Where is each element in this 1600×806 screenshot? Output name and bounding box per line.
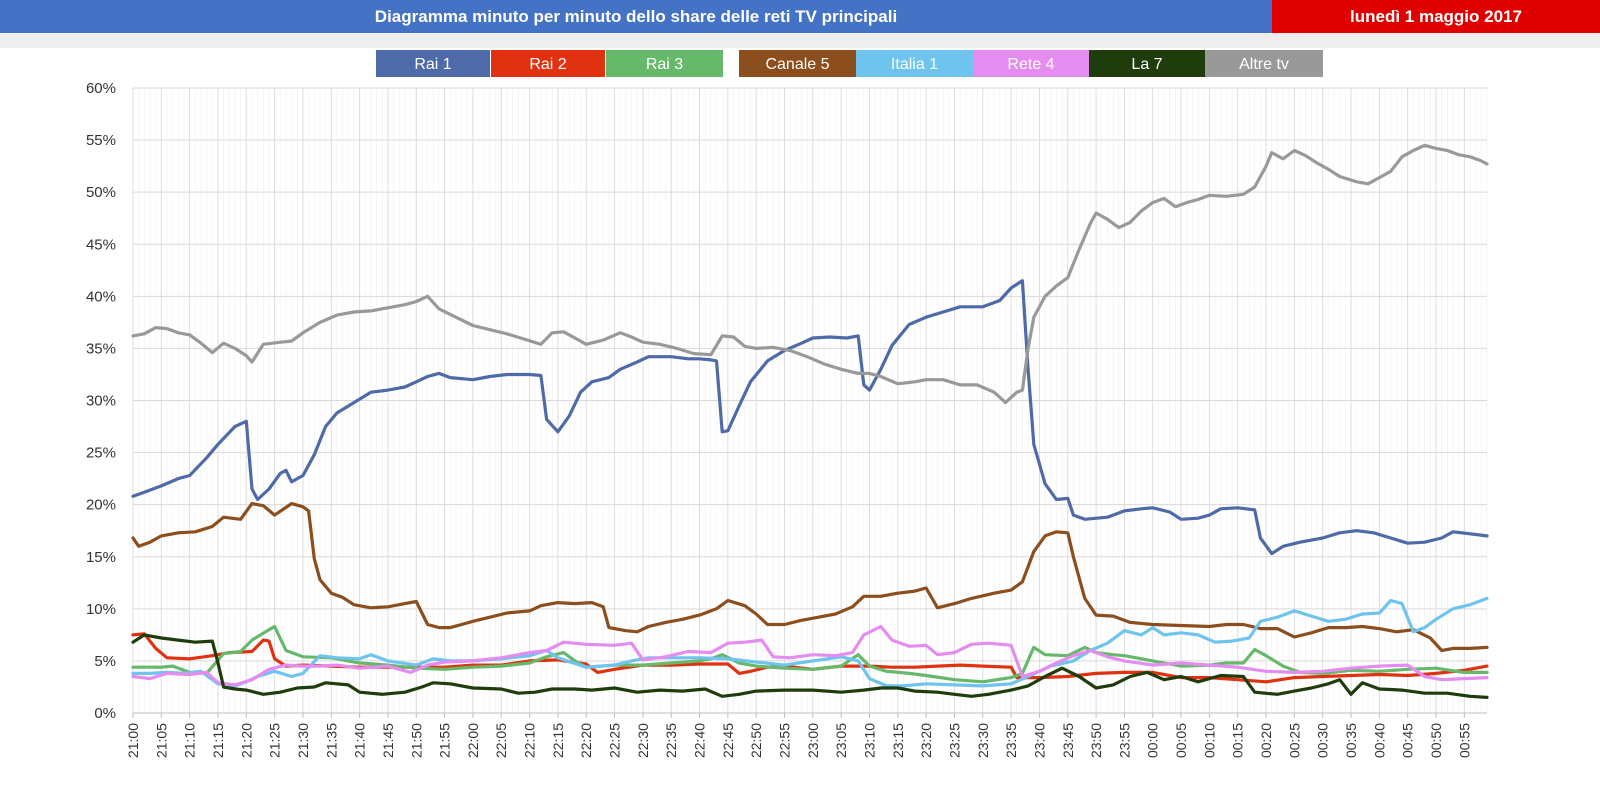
legend-swatch-rai-3 [606,50,723,77]
y-tick-label: 40% [86,288,116,305]
legend-label-rai-2: Rai 2 [529,56,566,73]
x-tick-label: 23:15 [890,723,906,758]
x-tick-label: 21:45 [380,723,396,758]
x-tick-label: 22:25 [607,723,623,758]
chart-title-text: Diagramma minuto per minuto dello share … [374,6,898,26]
x-tick-label: 22:00 [465,723,481,758]
x-tick-label: 22:40 [692,723,708,758]
legend-label-altre-tv: Altre tv [1239,56,1289,73]
y-tick-label: 20% [86,497,116,514]
x-tick-label: 21:35 [323,723,339,758]
x-tick-label: 21:10 [182,723,198,758]
x-tick-label: 22:05 [493,723,509,758]
x-tick-label: 23:35 [1003,723,1019,758]
x-tick-label: 21:50 [408,723,424,758]
y-tick-label: 35% [86,340,116,357]
x-tick-label: 22:20 [578,723,594,758]
x-tick-label: 00:20 [1258,723,1274,758]
x-tick-label: 22:30 [635,723,651,758]
y-tick-label: 10% [86,601,116,618]
x-tick-label: 21:55 [437,723,453,758]
series-line-altre-tv [131,143,1489,405]
series-line-rai-3 [131,624,1489,684]
x-tick-label: 21:30 [295,723,311,758]
y-tick-label: 45% [86,236,116,253]
legend-label-la-7: La 7 [1131,56,1162,73]
x-tick-label: 00:00 [1145,723,1161,758]
x-tick-label: 21:40 [352,723,368,758]
legend-swatch-altre-tv [1205,50,1323,77]
x-tick-label: 00:45 [1400,723,1416,758]
x-tick-label: 23:10 [861,723,877,758]
x-tick-label: 23:25 [946,723,962,758]
x-tick-label: 21:00 [125,723,141,758]
x-tick-label: 00:10 [1201,723,1217,758]
series-line-la-7 [131,633,1489,700]
legend-swatch-rete-4 [973,50,1089,77]
x-tick-label: 23:40 [1031,723,1047,758]
legend-swatch-rai-1 [376,50,490,77]
legend-label-canale-5: Canale 5 [765,56,829,73]
x-tick-label: 23:20 [918,723,934,758]
x-tick-label: 00:35 [1343,723,1359,758]
x-tick-label: 22:10 [522,723,538,758]
chart-area: 0% 5% 10% 15% 20% 25% 30% 35% 40% 45% 50% 55% 60% 21… [0,48,1600,801]
x-tick-label: 21:15 [210,723,226,758]
y-tick-label: 5% [94,653,116,670]
legend-swatch-italia-1 [856,50,973,77]
grid [132,87,1488,714]
x-tick-label: 23:00 [805,723,821,758]
x-tick-label: 22:45 [720,723,736,758]
y-tick-label: 60% [86,80,116,97]
x-tick-label: 23:45 [1060,723,1076,758]
x-tick-label: 22:50 [748,723,764,758]
x-tick-label: 23:50 [1088,723,1104,758]
x-tick-label: 00:40 [1371,723,1387,758]
x-tick-label: 23:05 [833,723,849,758]
x-tick-label: 21:25 [267,723,283,758]
legend-label-rai-3: Rai 3 [646,56,683,73]
line-chart: 0% 5% 10% 15% 20% 25% 30% 35% 40% 45% 50% 55% 60% 21… [86,50,1489,758]
x-tick-label: 00:50 [1428,723,1444,758]
legend-swatch-canale-5 [739,50,856,77]
legend: Rai 1 Rai 2 Rai 3 Canale 5 Italia 1 Rete 4 La … [376,50,1323,77]
x-tick-label: 00:30 [1315,723,1331,758]
legend-label-rai-1: Rai 1 [414,56,451,73]
legend-swatch-la-7 [1089,50,1205,77]
date-text: lunedì 1 maggio 2017 [1350,6,1522,26]
x-tick-label: 23:30 [975,723,991,758]
y-tick-label: 15% [86,549,116,566]
legend-label-italia-1: Italia 1 [891,56,938,73]
x-tick-label: 22:55 [777,723,793,758]
x-tick-label: 00:55 [1456,723,1472,758]
y-tick-label: 0% [94,705,116,722]
series-line-rete-4 [131,624,1489,687]
x-tick-label: 22:15 [550,723,566,758]
y-tick-label: 55% [86,132,116,149]
series-lines [131,143,1489,700]
y-tick-label: 25% [86,445,116,462]
series-line-canale-5 [131,502,1489,653]
x-tick-label: 21:05 [153,723,169,758]
x-tick-label: 22:35 [663,723,679,758]
series-line-italia-1 [131,596,1489,688]
series-line-rai-1 [131,279,1489,556]
x-tick-label: 00:05 [1173,723,1189,758]
x-axis: 21:00 21:05 21:10 21:15 21:20 21:25 21:30 21:35… [125,712,1487,758]
date-badge: lunedì 1 maggio 2017 [1272,0,1600,33]
x-tick-label: 21:20 [238,723,254,758]
legend-label-rete-4: Rete 4 [1007,56,1054,73]
x-tick-label: 00:15 [1230,723,1246,758]
legend-swatch-rai-2 [491,50,605,77]
y-tick-label: 30% [86,393,116,410]
x-tick-label: 23:55 [1116,723,1132,758]
y-axis: 0% 5% 10% 15% 20% 25% 30% 35% 40% 45% 50% 55% 60% [86,80,116,722]
y-tick-label: 50% [86,184,116,201]
chart-title: Diagramma minuto per minuto dello share … [0,0,1272,33]
x-tick-label: 00:25 [1286,723,1302,758]
